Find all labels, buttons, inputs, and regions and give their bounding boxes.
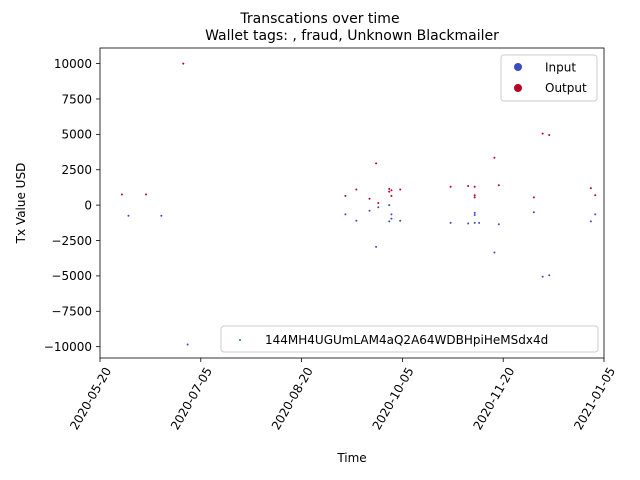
output-point-14 bbox=[467, 185, 470, 188]
y-tick-label-2: −5000 bbox=[51, 269, 92, 283]
x-tick-label-3: 2020-10-05 bbox=[370, 365, 417, 432]
color-legend-box bbox=[500, 54, 598, 102]
input-point-16 bbox=[473, 214, 476, 217]
y-tick-label-0: −10000 bbox=[44, 340, 92, 354]
input-point-17 bbox=[473, 211, 476, 214]
legend-output-marker bbox=[514, 84, 522, 92]
output-point-7 bbox=[377, 202, 380, 204]
x-axis-ticks: 2020-05-20 2020-07-05 2020-08-20 2020-10-05… bbox=[67, 358, 618, 432]
output-point-24 bbox=[594, 194, 597, 197]
input-point-9 bbox=[388, 220, 391, 223]
legend-output-label: Output bbox=[545, 81, 587, 95]
output-point-3 bbox=[344, 194, 347, 197]
output-point-21 bbox=[541, 132, 544, 135]
input-point-19 bbox=[493, 251, 496, 254]
input-point-18 bbox=[478, 221, 481, 224]
address-legend: 144MH4UGUmLAM4aQ2A64WDBHpiHeMSdx4d bbox=[220, 325, 599, 353]
x-axis-label: Time bbox=[336, 451, 366, 465]
y-tick-label-4: 0 bbox=[84, 198, 92, 212]
output-point-5 bbox=[368, 197, 371, 200]
output-point-15 bbox=[473, 185, 476, 188]
input-point-7 bbox=[377, 206, 380, 209]
input-point-5 bbox=[368, 209, 371, 212]
output-point-22 bbox=[548, 134, 551, 137]
output-point-6 bbox=[375, 162, 378, 165]
output-point-4 bbox=[355, 188, 358, 191]
legend-input-marker bbox=[514, 63, 522, 71]
y-axis-ticks: −10000 −7500 −5000 −2500 0 2500 5000 7500 10000 bbox=[44, 57, 100, 354]
y-tick-label-6: 5000 bbox=[61, 128, 92, 142]
y-axis-label: Tx Value USD bbox=[14, 163, 28, 245]
legend-address-marker bbox=[239, 339, 241, 341]
output-point-9 bbox=[388, 190, 391, 193]
output-point-12 bbox=[399, 188, 402, 191]
input-point-21 bbox=[532, 211, 535, 214]
input-point-2 bbox=[186, 343, 189, 346]
output-point-8 bbox=[388, 187, 391, 190]
y-tick-label-5: 2500 bbox=[61, 163, 92, 177]
output-point-13 bbox=[449, 185, 452, 188]
input-point-3 bbox=[344, 213, 347, 216]
legend-address-label: 144MH4UGUmLAM4aQ2A64WDBHpiHeMSdx4d bbox=[265, 333, 548, 347]
output-point-18 bbox=[493, 156, 496, 159]
chart-title: Transcations over time bbox=[239, 11, 399, 27]
input-point-8 bbox=[388, 204, 391, 207]
input-point-15 bbox=[473, 221, 476, 224]
input-point-4 bbox=[355, 219, 358, 222]
input-point-1 bbox=[160, 214, 163, 217]
input-point-10 bbox=[390, 217, 393, 220]
y-tick-label-3: −2500 bbox=[51, 234, 92, 248]
data-points bbox=[120, 62, 597, 346]
x-tick-label-2: 2020-08-20 bbox=[269, 365, 316, 432]
input-point-20 bbox=[497, 223, 500, 226]
input-point-24 bbox=[589, 220, 592, 223]
chart-subtitle: Wallet tags: , fraud, Unknown Blackmaile… bbox=[205, 28, 499, 44]
y-tick-label-1: −7500 bbox=[51, 305, 92, 319]
output-point-0 bbox=[120, 193, 123, 196]
output-point-11 bbox=[390, 189, 393, 192]
address-legend-box bbox=[220, 325, 599, 353]
output-point-19 bbox=[497, 184, 500, 187]
input-point-12 bbox=[399, 219, 402, 222]
input-point-11 bbox=[390, 213, 393, 216]
output-point-1 bbox=[145, 193, 148, 196]
output-point-2 bbox=[182, 62, 185, 65]
legend-input-label: Input bbox=[545, 61, 576, 75]
color-legend: Input Output bbox=[500, 54, 598, 102]
output-point-20 bbox=[532, 196, 535, 199]
input-point-0 bbox=[127, 214, 130, 217]
output-point-10 bbox=[390, 194, 393, 197]
x-tick-label-5: 2021-01-05 bbox=[571, 365, 618, 432]
input-point-6 bbox=[375, 245, 378, 248]
input-point-25 bbox=[594, 213, 597, 216]
output-point-17 bbox=[473, 196, 476, 199]
input-point-14 bbox=[467, 222, 470, 225]
x-tick-label-1: 2020-07-05 bbox=[168, 365, 215, 432]
plot-frame bbox=[99, 47, 605, 359]
output-point-23 bbox=[589, 187, 592, 190]
input-point-23 bbox=[548, 274, 551, 277]
x-tick-label-0: 2020-05-20 bbox=[67, 365, 114, 432]
y-tick-label-8: 10000 bbox=[54, 57, 92, 71]
output-point-16 bbox=[473, 194, 476, 197]
input-point-13 bbox=[449, 221, 452, 224]
input-point-22 bbox=[541, 275, 544, 278]
y-tick-label-7: 7500 bbox=[61, 92, 92, 106]
x-tick-label-4: 2020-11-20 bbox=[470, 365, 517, 432]
